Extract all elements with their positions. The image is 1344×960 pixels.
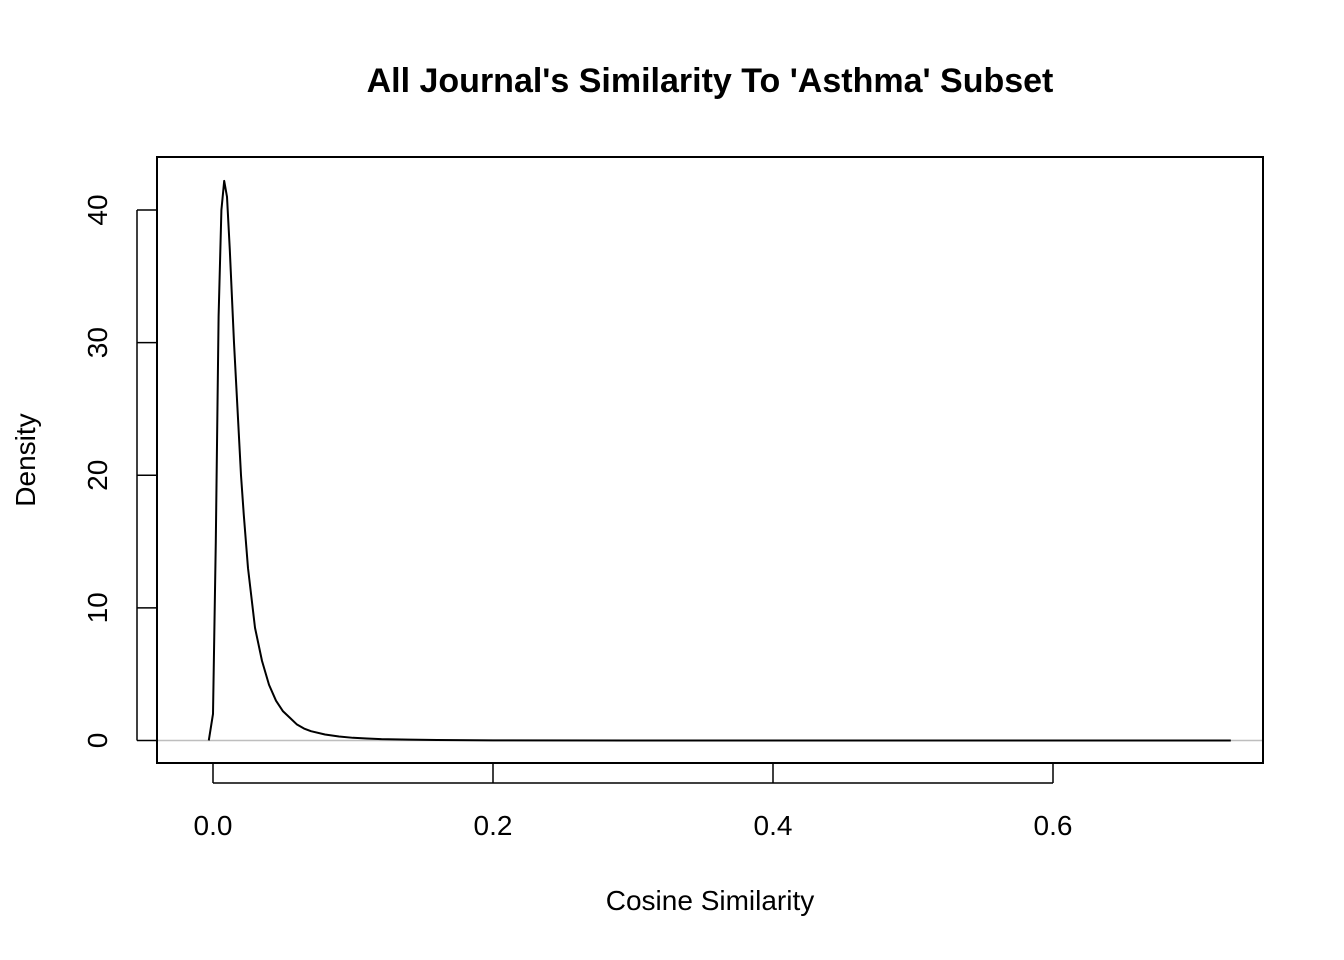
chart-title: All Journal's Similarity To 'Asthma' Sub… [367, 62, 1054, 100]
x-axis-label: Cosine Similarity [606, 885, 815, 916]
y-axis: 0 10 20 30 40 [82, 194, 157, 748]
y-tick-label-0: 0 [82, 733, 113, 749]
x-tick-label-0: 0.0 [194, 810, 233, 841]
x-tick-label-3: 0.6 [1034, 810, 1073, 841]
plot-frame [156, 156, 1264, 764]
y-axis-label: Density [10, 413, 41, 506]
y-tick-label-4: 40 [82, 194, 113, 225]
y-tick-label-1: 10 [82, 592, 113, 623]
plot-area [157, 179, 1263, 742]
y-tick-label-2: 20 [82, 460, 113, 491]
x-tick-label-1: 0.2 [474, 810, 513, 841]
x-axis: 0.0 0.2 0.4 0.6 [194, 763, 1073, 841]
y-tick-label-3: 30 [82, 327, 113, 358]
x-tick-label-2: 0.4 [754, 810, 793, 841]
density-curve-0 [207, 179, 1231, 742]
